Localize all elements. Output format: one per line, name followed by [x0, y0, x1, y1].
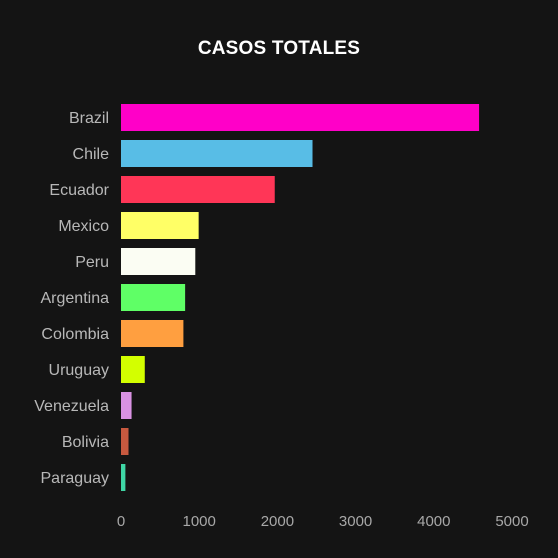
bar-ecuador [121, 176, 275, 203]
bar-argentina [121, 284, 186, 311]
bar-brazil [121, 104, 480, 131]
bar-chile [121, 140, 313, 167]
category-labels: Brazil Chile Ecuador Mexico Peru Argentina Col… [34, 110, 109, 487]
bar-uruguay [121, 356, 145, 383]
x-tick-label-5000: 5000 [495, 513, 528, 530]
x-tick-label-2000: 2000 [261, 513, 294, 530]
x-tick-label-0: 0 [117, 513, 125, 530]
category-label-bolivia: Bolivia [62, 434, 109, 451]
bar-venezuela [121, 392, 132, 419]
category-label-peru: Peru [75, 254, 109, 271]
category-label-colombia: Colombia [41, 326, 109, 343]
category-label-uruguay: Uruguay [49, 362, 109, 379]
category-label-ecuador: Ecuador [49, 182, 109, 199]
category-label-mexico: Mexico [58, 218, 109, 235]
x-axis-ticks: 0 1000 2000 3000 4000 5000 [117, 513, 529, 530]
bar-peru [121, 248, 196, 275]
bar-mexico [121, 212, 199, 239]
category-label-venezuela: Venezuela [34, 398, 109, 415]
x-tick-label-4000: 4000 [417, 513, 450, 530]
chart-title: CASOS TOTALES [197, 38, 361, 59]
category-label-paraguay: Paraguay [41, 470, 110, 487]
category-label-chile: Chile [73, 146, 110, 163]
x-tick-label-3000: 3000 [339, 513, 372, 530]
bars-group [121, 104, 480, 491]
category-label-brazil: Brazil [69, 110, 109, 127]
category-label-argentina: Argentina [41, 290, 110, 307]
x-tick-label-1000: 1000 [183, 513, 216, 530]
bar-colombia [121, 320, 184, 347]
bar-paraguay [121, 464, 126, 491]
bar-bolivia [121, 428, 129, 455]
